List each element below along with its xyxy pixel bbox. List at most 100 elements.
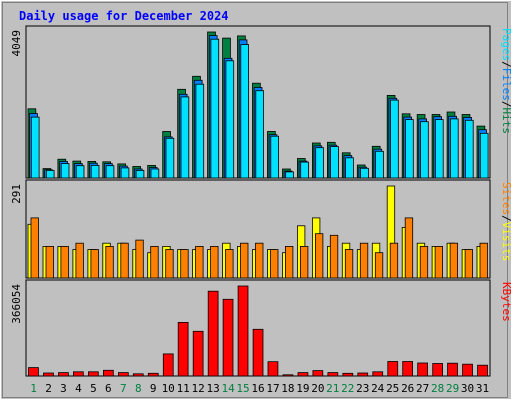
bar-pages xyxy=(360,167,369,179)
bar-sites xyxy=(165,249,174,279)
bar-kbytes xyxy=(207,290,219,377)
panel-kbytes: 366054 KBytes xyxy=(10,279,512,377)
bar-pages xyxy=(300,161,309,179)
bar-sites xyxy=(60,245,69,279)
bar-pages xyxy=(75,165,85,179)
bar-sites xyxy=(479,242,488,279)
bar-kbytes xyxy=(327,372,339,377)
x-tick-day: 12 xyxy=(191,382,204,395)
bar-sites xyxy=(419,245,429,279)
x-tick-labels: 1 2 3 4 5 6 7 8 9 10 11 12 13 14 15 16 17 18 19 20 21 22 23 24 2… xyxy=(30,382,489,395)
bar-kbytes xyxy=(252,328,264,377)
bar-sites xyxy=(195,245,204,279)
bar-pages xyxy=(285,171,294,179)
bar-kbytes xyxy=(282,374,294,377)
bar-sites xyxy=(299,245,309,279)
bar-sites xyxy=(359,242,369,279)
legend-separator: / xyxy=(500,101,512,108)
bar-kbytes xyxy=(28,367,39,377)
x-tick-day: 29 xyxy=(446,382,459,395)
bar-pages xyxy=(90,164,100,179)
bar-sites xyxy=(75,242,84,279)
series-sites xyxy=(30,217,488,279)
panel-hits-files-pages: 4049 Pages/Files/Hits xyxy=(10,25,512,179)
bar-pages xyxy=(345,157,354,179)
bar-sites xyxy=(30,217,39,279)
x-tick-day: 20 xyxy=(311,382,324,395)
legend-files: Files xyxy=(500,68,512,101)
bar-kbytes xyxy=(177,321,189,377)
y-tick-label: 291 xyxy=(10,184,23,204)
bar-pages xyxy=(165,137,175,179)
x-tick-day: 30 xyxy=(461,382,474,395)
bar-sites xyxy=(255,242,264,279)
bar-pages xyxy=(60,163,70,179)
x-tick-day: 2 xyxy=(45,382,52,395)
x-tick-day: 16 xyxy=(251,382,264,395)
bar-pages xyxy=(105,165,115,179)
x-tick-day: 18 xyxy=(281,382,294,395)
bar-kbytes xyxy=(103,369,114,377)
bar-kbytes xyxy=(417,362,429,377)
bar-kbytes xyxy=(58,372,69,377)
bar-sites xyxy=(329,234,339,279)
panel-frame xyxy=(25,279,491,377)
bar-kbytes xyxy=(222,298,234,377)
x-tick-day: 4 xyxy=(75,382,82,395)
y-tick-label: 4049 xyxy=(10,30,23,57)
bar-sites xyxy=(389,242,399,279)
bar-sites xyxy=(449,242,459,279)
bar-sites xyxy=(225,249,234,279)
bar-sites xyxy=(314,233,324,279)
bar-kbytes xyxy=(237,285,249,377)
x-tick-day: 3 xyxy=(60,382,67,395)
bar-sites xyxy=(284,245,294,279)
bar-pages xyxy=(195,83,205,179)
bar-pages xyxy=(449,118,459,179)
bar-sites xyxy=(105,245,114,279)
bar-sites xyxy=(210,245,219,279)
bar-kbytes xyxy=(162,353,174,377)
bar-kbytes xyxy=(132,373,144,377)
x-tick-day: 28 xyxy=(431,382,444,395)
bar-kbytes xyxy=(73,371,84,377)
bar-sites xyxy=(45,245,54,279)
x-tick-day: 1 xyxy=(30,382,37,395)
bar-kbytes xyxy=(88,371,99,377)
legend-separator: / xyxy=(500,215,512,222)
x-tick-day: 7 xyxy=(120,382,127,395)
bar-pages xyxy=(464,119,474,179)
legend-kbytes: KBytes xyxy=(500,282,512,322)
panel-legend: Sites/Visits xyxy=(500,182,512,262)
x-tick-day: 17 xyxy=(266,382,279,395)
bar-pages xyxy=(135,169,145,179)
bar-sites xyxy=(120,242,129,279)
bar-sites xyxy=(270,249,279,279)
bar-kbytes xyxy=(372,371,384,377)
bar-sites xyxy=(464,249,474,279)
x-tick-day: 23 xyxy=(356,382,369,395)
bar-kbytes xyxy=(462,363,473,377)
bar-kbytes xyxy=(432,363,444,377)
bar-pages xyxy=(270,135,279,179)
bar-pages xyxy=(225,60,235,179)
bar-pages xyxy=(240,44,250,179)
legend-pages: Pages xyxy=(500,28,512,61)
x-tick-day: 26 xyxy=(401,382,414,395)
x-tick-day: 6 xyxy=(105,382,112,395)
bar-pages xyxy=(210,38,220,179)
chart-border-inner xyxy=(2,2,508,398)
bar-sites xyxy=(180,249,189,279)
bar-kbytes xyxy=(267,361,279,377)
x-tick-day: 19 xyxy=(296,382,309,395)
legend-hits: Hits xyxy=(500,108,512,135)
bar-kbytes xyxy=(447,362,458,377)
panel-legend: KBytes xyxy=(500,282,512,322)
bar-pages xyxy=(434,119,444,179)
x-tick-day: 9 xyxy=(150,382,157,395)
x-tick-day: 10 xyxy=(162,382,175,395)
bar-sites xyxy=(404,217,414,279)
panel-legend: Pages/Files/Hits xyxy=(500,28,512,134)
